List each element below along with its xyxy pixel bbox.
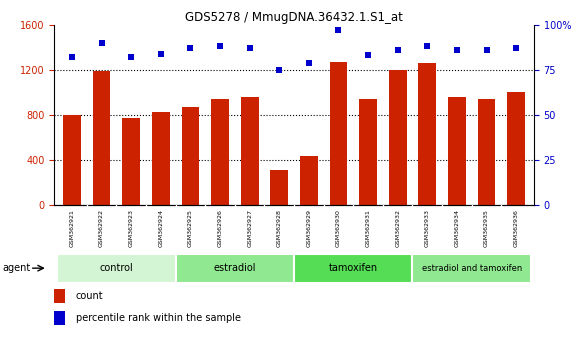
Bar [477,99,496,205]
Text: tamoxifen: tamoxifen [329,263,378,273]
Text: control: control [99,263,133,273]
Point [97,40,106,46]
Bar [271,170,288,205]
Text: GSM362934: GSM362934 [455,209,460,247]
Text: GSM362935: GSM362935 [484,209,489,247]
Text: GSM362931: GSM362931 [365,209,371,247]
Bar [122,119,140,205]
Bar [152,112,170,205]
Bar [241,97,259,205]
Text: GSM362926: GSM362926 [218,209,223,247]
Text: GSM362932: GSM362932 [395,209,400,247]
Bar [54,289,65,303]
Text: GSM362930: GSM362930 [336,209,341,247]
Point [482,47,491,53]
Bar [57,254,176,282]
Text: GSM362921: GSM362921 [70,209,74,247]
Title: GDS5278 / MmugDNA.36432.1.S1_at: GDS5278 / MmugDNA.36432.1.S1_at [185,11,403,24]
Text: count: count [76,291,103,301]
Bar [93,71,111,205]
Point [186,45,195,51]
Bar [300,156,317,205]
Point [452,47,461,53]
Bar [389,70,407,205]
Point [215,44,224,49]
Point [393,47,402,53]
Point [245,45,254,51]
Text: GSM362928: GSM362928 [277,209,282,247]
Text: estradiol: estradiol [214,263,256,273]
Point [156,51,166,57]
Bar [419,63,436,205]
Bar [211,99,229,205]
Text: GSM362929: GSM362929 [307,209,311,247]
Bar [329,62,347,205]
Bar [507,92,525,205]
Bar [54,311,65,325]
Point [304,60,313,65]
Bar [448,97,466,205]
Text: GSM362933: GSM362933 [425,209,430,247]
Text: GSM362924: GSM362924 [158,209,163,247]
Text: GSM362923: GSM362923 [128,209,134,247]
Bar [359,99,377,205]
Bar [294,254,412,282]
Point [275,67,284,73]
Point [334,27,343,33]
Text: GSM362927: GSM362927 [247,209,252,247]
Bar [412,254,531,282]
Text: estradiol and tamoxifen: estradiol and tamoxifen [421,264,522,273]
Point [364,53,373,58]
Point [67,55,77,60]
Bar [176,254,294,282]
Text: GSM362925: GSM362925 [188,209,193,247]
Point [423,44,432,49]
Text: agent: agent [3,263,31,273]
Bar [182,107,199,205]
Text: percentile rank within the sample: percentile rank within the sample [76,313,241,323]
Text: GSM362936: GSM362936 [514,209,518,247]
Point [127,55,136,60]
Bar [63,115,81,205]
Point [512,45,521,51]
Text: GSM362922: GSM362922 [99,209,104,247]
